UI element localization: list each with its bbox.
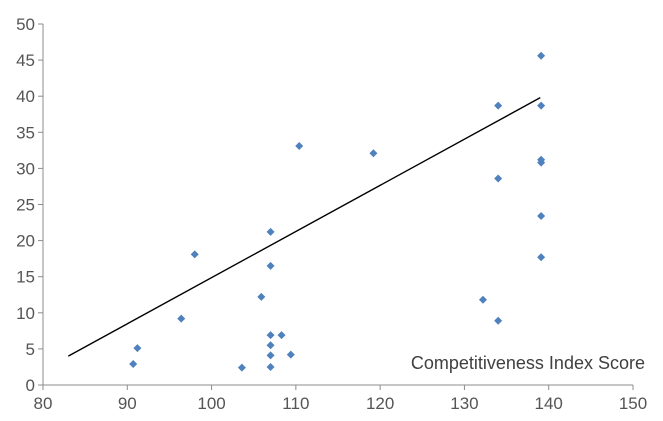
data-point xyxy=(295,142,304,151)
data-point xyxy=(478,295,487,304)
data-point xyxy=(537,158,546,167)
x-tick-label: 90 xyxy=(118,394,137,413)
data-point xyxy=(369,149,378,158)
x-tick-labels: 80 90 100 110 120 130 140 150 xyxy=(34,394,648,413)
data-point xyxy=(133,344,142,353)
y-tick-label: 5 xyxy=(26,340,35,359)
data-point xyxy=(266,331,275,340)
y-tick-labels: 0 5 10 15 20 25 30 35 40 45 50 xyxy=(16,15,35,395)
data-point xyxy=(537,212,546,221)
data-point xyxy=(257,292,266,301)
y-tick-label: 25 xyxy=(16,196,35,215)
y-tick-label: 50 xyxy=(16,15,35,34)
data-point xyxy=(266,341,275,350)
data-point xyxy=(266,362,275,371)
trendline-group xyxy=(67,97,541,357)
data-point xyxy=(190,250,199,259)
data-point xyxy=(266,227,275,236)
data-point xyxy=(266,351,275,360)
axes xyxy=(38,23,634,390)
data-point xyxy=(537,51,546,60)
data-point xyxy=(277,331,286,340)
data-points xyxy=(129,51,546,372)
y-tick-label: 30 xyxy=(16,159,35,178)
x-tick-label: 80 xyxy=(34,394,53,413)
x-tick-label: 100 xyxy=(197,394,225,413)
trendline xyxy=(67,97,541,357)
y-tick-label: 10 xyxy=(16,304,35,323)
x-tick-label: 140 xyxy=(535,394,563,413)
data-point xyxy=(266,261,275,270)
data-point xyxy=(494,316,503,325)
data-point xyxy=(494,174,503,183)
data-point xyxy=(286,350,295,359)
data-point xyxy=(537,253,546,262)
y-tick-label: 45 xyxy=(16,51,35,70)
x-tick-label: 130 xyxy=(450,394,478,413)
y-tick-label: 40 xyxy=(16,87,35,106)
y-tick-label: 0 xyxy=(26,376,35,395)
chart-annotation: Competitiveness Index Score xyxy=(411,353,645,373)
y-tick-label: 20 xyxy=(16,232,35,251)
x-tick-label: 110 xyxy=(282,394,309,413)
data-point xyxy=(129,360,138,369)
y-tick-label: 35 xyxy=(16,123,35,142)
data-point xyxy=(537,101,546,110)
data-point xyxy=(237,363,246,372)
x-tick-label: 120 xyxy=(366,394,394,413)
x-tick-label: 150 xyxy=(619,394,647,413)
data-point xyxy=(177,314,186,323)
data-point xyxy=(494,101,503,110)
y-tick-label: 15 xyxy=(16,268,35,287)
